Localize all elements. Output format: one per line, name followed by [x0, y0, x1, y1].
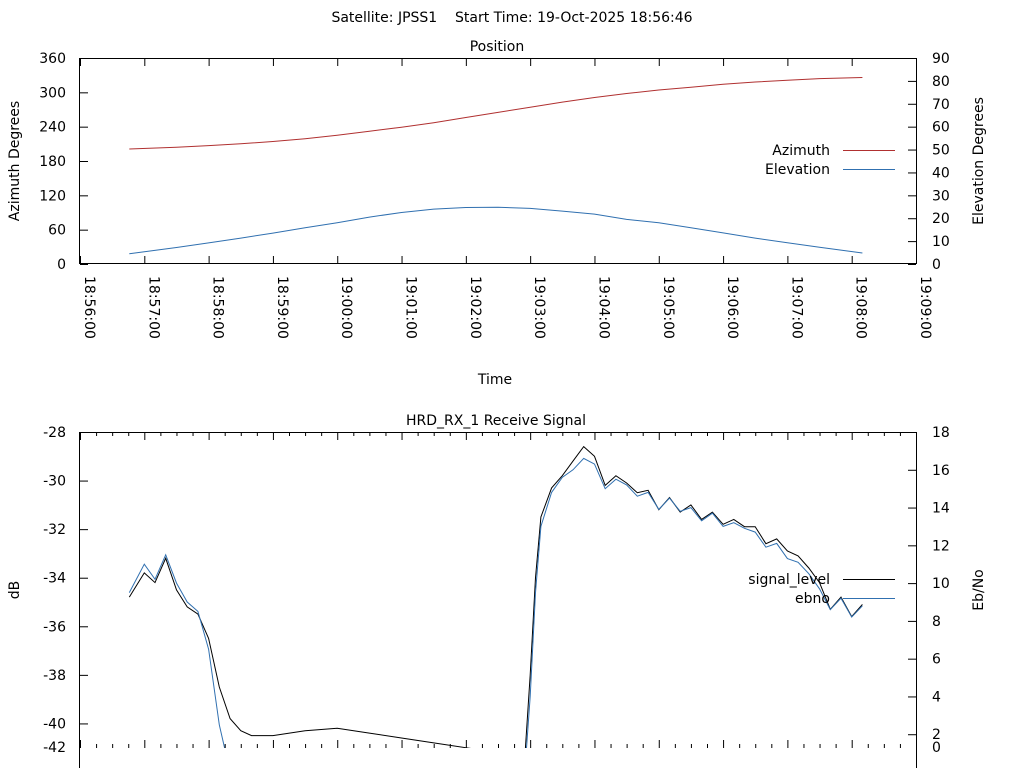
- receive-signal-y2-tick-label: 2: [932, 727, 941, 743]
- receive-signal-y2-tick-label: 10: [932, 576, 950, 592]
- position-y-tick-label: 240: [39, 120, 66, 136]
- position-x-tick-label: 19:06:00: [724, 276, 740, 339]
- position-x-tick-label: 18:56:00: [81, 276, 97, 339]
- position-y-tick-label: 300: [39, 85, 66, 101]
- receive-signal-y2-tick-label: 4: [932, 689, 941, 705]
- position-x-tick-label: 19:04:00: [595, 276, 611, 339]
- receive-signal-y-tick-label: -42: [43, 740, 66, 756]
- position-legend-label: Elevation: [765, 162, 830, 178]
- position-x-tick-label: 19:03:00: [531, 276, 547, 339]
- receive-signal-line-signal-level: [128, 445, 863, 748]
- position-y2-tick-label: 70: [932, 97, 950, 113]
- position-y2label: Elevation Degrees: [971, 97, 987, 225]
- position-x-tick-label: 19:00:00: [338, 276, 354, 339]
- receive-signal-title: HRD_RX_1 Receive Signal: [406, 413, 586, 429]
- receive-signal-y-tick-label: -40: [43, 716, 66, 732]
- position-y2-tick-label: 60: [932, 120, 950, 136]
- position-y2-tick-label: 20: [932, 211, 950, 227]
- receive-signal-legend-label: ebno: [795, 591, 830, 607]
- position-y-tick-label: 60: [48, 223, 66, 239]
- receive-signal-legend-label: signal_level: [748, 572, 830, 588]
- position-line-elevation: [129, 206, 863, 255]
- position-ylabel: Azimuth Degrees: [7, 101, 23, 221]
- position-y-tick-label: 360: [39, 51, 66, 67]
- position-x-tick-label: 19:09:00: [917, 276, 933, 339]
- receive-signal-y-tick-label: -38: [43, 668, 66, 684]
- position-plot-frame: [79, 58, 917, 264]
- receive-signal-ylabel: dB: [7, 581, 23, 600]
- position-xlabel: Time: [477, 372, 512, 388]
- position-x-tick-label: 18:57:00: [145, 276, 161, 339]
- receive-signal-y-tick-label: -28: [43, 425, 66, 441]
- receive-signal-series-clip: [128, 445, 863, 748]
- position-chart: Position Azimuth Degrees Elevation Degre…: [7, 39, 987, 388]
- receive-signal-y-tick-label: -32: [43, 522, 66, 538]
- position-x-tick-label: 18:58:00: [210, 276, 226, 339]
- position-y2-tick-label: 80: [932, 74, 950, 90]
- receive-signal-y2-tick-label: 12: [932, 538, 950, 554]
- position-title: Position: [470, 39, 525, 55]
- position-x-tick-label: 19:05:00: [660, 276, 676, 339]
- position-y2-tick-label: 30: [932, 188, 950, 204]
- position-legend-label: Azimuth: [772, 143, 830, 159]
- position-y-tick-label: 0: [57, 257, 66, 273]
- receive-signal-y2-tick-label: 0: [932, 740, 941, 756]
- receive-signal-y-tick-label: -36: [43, 619, 66, 635]
- position-x-tick-label: 19:08:00: [853, 276, 869, 339]
- receive-signal-y2-tick-label: 18: [932, 425, 950, 441]
- position-y-tick-label: 120: [39, 188, 66, 204]
- position-y2-tick-label: 90: [932, 51, 950, 67]
- position-x-tick-label: 19:01:00: [403, 276, 419, 339]
- receive-signal-y2label: Eb/No: [971, 569, 987, 611]
- position-y2-tick-label: 10: [932, 234, 950, 250]
- position-line-azimuth: [129, 77, 863, 150]
- position-x-tick-label: 19:02:00: [467, 276, 483, 339]
- receive-signal-chart: HRD_RX_1 Receive Signal dB Eb/No -42 -40 -…: [7, 413, 987, 768]
- position-y2-tick-label: 50: [932, 143, 950, 159]
- receive-signal-line-ebno: [128, 457, 863, 748]
- receive-signal-y2-tick-label: 14: [932, 501, 950, 517]
- receive-signal-y-tick-label: -34: [43, 571, 66, 587]
- receive-signal-y2-tick-label: 8: [932, 614, 941, 630]
- position-y2-tick-label: 40: [932, 165, 950, 181]
- receive-signal-y2-tick-label: 6: [932, 652, 941, 668]
- position-y2-tick-label: 0: [932, 257, 941, 273]
- position-x-tick-label: 19:07:00: [788, 276, 804, 339]
- header-title: Satellite: JPSS1 Start Time: 19-Oct-2025…: [331, 10, 692, 26]
- receive-signal-y2-tick-label: 16: [932, 463, 950, 479]
- receive-signal-y-tick-label: -30: [43, 474, 66, 490]
- receive-signal-plot-frame: [79, 432, 917, 768]
- position-x-tick-label: 18:59:00: [274, 276, 290, 339]
- position-y-tick-label: 180: [39, 154, 66, 170]
